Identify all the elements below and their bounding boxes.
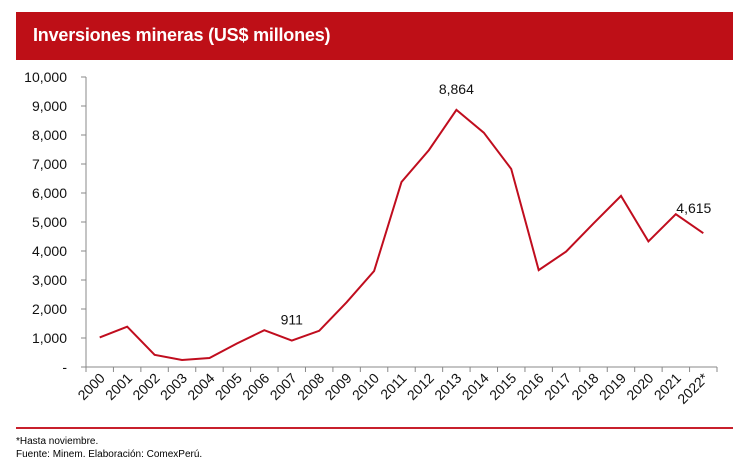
x-tick-label: 2006 xyxy=(239,370,272,403)
y-axis: - 1,000 2,000 3,000 4,000 5,000 6,000 7,000 8,00… xyxy=(24,69,87,375)
footer-divider xyxy=(16,427,733,429)
data-label: 911 xyxy=(281,312,304,328)
y-tick-label: - xyxy=(62,359,67,375)
y-tick-label: 1,000 xyxy=(32,330,67,346)
series-group xyxy=(99,108,704,362)
x-tick-label: 2012 xyxy=(404,370,437,403)
x-tick-label: 2022* xyxy=(674,369,712,407)
footnote-source: Fuente: Minem. Elaboración: ComexPerú. xyxy=(16,449,203,460)
x-tick-label: 2020 xyxy=(623,370,656,403)
y-tick-label: 10,000 xyxy=(24,69,67,85)
data-label: 4,615 xyxy=(676,200,711,216)
data-label: 8,864 xyxy=(439,81,474,97)
x-tick-label: 2018 xyxy=(568,370,601,403)
footnote-note: *Hasta noviembre. xyxy=(16,436,99,447)
y-tick-label: 2,000 xyxy=(32,301,67,317)
x-tick-label: 2005 xyxy=(212,370,245,403)
x-tick-label: 2000 xyxy=(74,370,107,403)
y-tick-label: 6,000 xyxy=(32,185,67,201)
y-tick-label: 5,000 xyxy=(32,214,67,230)
x-tick-label: 2002 xyxy=(129,370,162,403)
chart-header: Inversiones mineras (US$ millones) xyxy=(16,12,733,60)
chart-title: Inversiones mineras (US$ millones) xyxy=(33,25,331,45)
x-axis: 2000200120022003200420052006200720082009… xyxy=(74,366,718,407)
x-tick-label: 2010 xyxy=(349,370,382,403)
x-tick-label: 2013 xyxy=(431,370,464,403)
x-tick-label: 2017 xyxy=(541,370,574,403)
x-tick-label: 2008 xyxy=(294,370,327,403)
x-tick-label: 2001 xyxy=(102,370,135,403)
x-tick-label: 2019 xyxy=(596,370,629,403)
y-tick-label: 4,000 xyxy=(32,243,67,259)
x-tick-label: 2016 xyxy=(513,370,546,403)
y-tick-label: 3,000 xyxy=(32,272,67,288)
y-tick-label: 7,000 xyxy=(32,156,67,172)
x-tick-label: 2015 xyxy=(486,370,519,403)
x-tick-label: 2007 xyxy=(267,370,300,403)
x-tick-label: 2009 xyxy=(321,370,354,403)
x-tick-label: 2011 xyxy=(377,370,410,403)
x-tick-label: 2003 xyxy=(157,370,190,403)
x-tick-label: 2014 xyxy=(459,370,492,403)
y-tick-label: 8,000 xyxy=(32,127,67,143)
x-tick-label: 2004 xyxy=(184,370,217,403)
y-tick-label: 9,000 xyxy=(32,98,67,114)
annotations-group: 911 8,864 4,615 xyxy=(281,81,712,328)
series-line xyxy=(99,108,704,362)
